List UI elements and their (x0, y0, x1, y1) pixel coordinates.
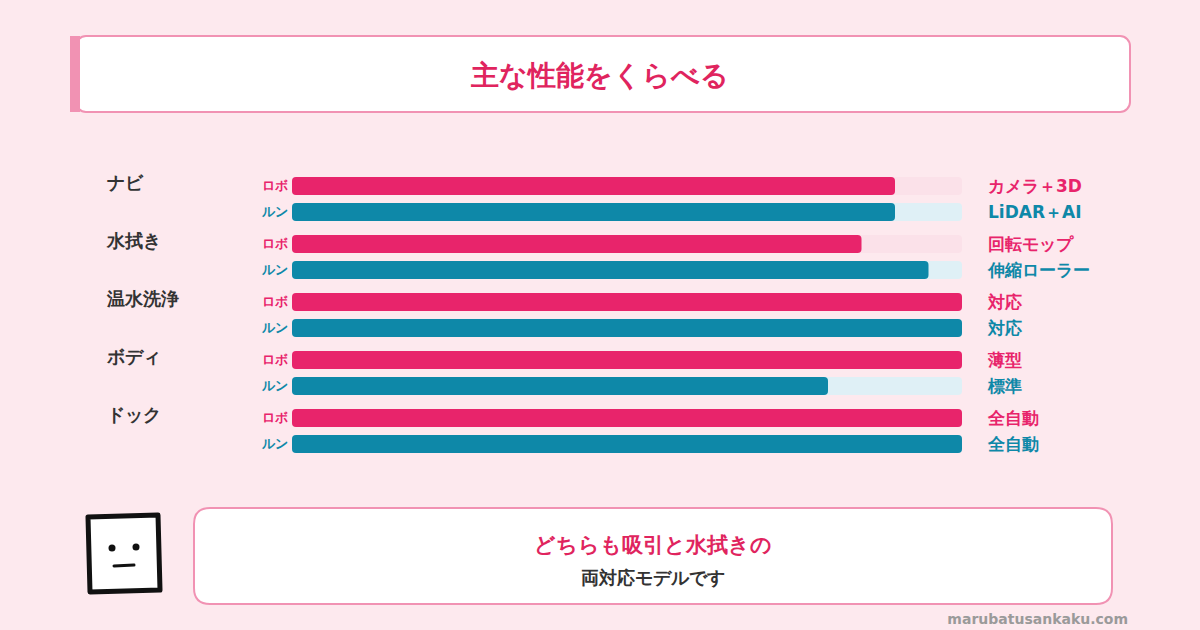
annotation: 対応 (987, 292, 1022, 312)
category-label: ドック (107, 404, 161, 425)
face-eye (133, 544, 140, 551)
category-label: 温水洗浄 (106, 288, 179, 309)
labels: ナビロボカメラ＋3DルンLiDAR＋AI水拭きロボ回転モップルン伸縮ローラー温水… (106, 172, 1090, 454)
series-label: ルン (261, 378, 288, 393)
face-eye (109, 545, 116, 552)
category-label: ナビ (107, 172, 144, 193)
bar (292, 293, 962, 311)
bar (292, 203, 895, 221)
series-label: ルン (261, 320, 288, 335)
track (292, 261, 962, 279)
title-box (76, 36, 1130, 112)
bar (292, 435, 962, 453)
face-mouth (114, 565, 134, 566)
track (292, 351, 962, 369)
annotation: 対応 (987, 318, 1022, 338)
annotation: 薄型 (987, 350, 1022, 370)
site: marubatusankaku.com (947, 611, 1128, 627)
bar (292, 377, 828, 395)
annotation: 標準 (987, 376, 1022, 396)
bar (292, 261, 929, 279)
track (292, 435, 962, 453)
callout-line: どちらも吸引と水拭きの (534, 533, 772, 557)
annotation: 伸縮ローラー (987, 260, 1090, 280)
series-label: ロボ (262, 178, 288, 193)
tracks (292, 177, 962, 453)
series-label: ロボ (262, 236, 288, 251)
track (292, 319, 962, 337)
series-label: ルン (261, 204, 288, 219)
bar (292, 319, 962, 337)
series-label: ルン (261, 262, 288, 277)
track (292, 203, 962, 221)
title-accent (70, 36, 80, 112)
series-label: ロボ (262, 352, 288, 367)
track (292, 409, 962, 427)
series-label: ロボ (262, 294, 288, 309)
annotation: LiDAR＋AI (988, 202, 1082, 222)
track (292, 377, 962, 395)
annotation: カメラ＋3D (988, 176, 1082, 196)
series-label: ロボ (262, 410, 288, 425)
annotation: 回転モップ (988, 234, 1074, 254)
face-outline (88, 515, 160, 592)
category-label: ボディ (106, 346, 161, 367)
bar (292, 409, 962, 427)
background (0, 0, 1200, 630)
track (292, 177, 962, 195)
track (292, 293, 962, 311)
title: 主な性能をくらべる (470, 59, 729, 92)
bar (292, 177, 895, 195)
face-icon (88, 515, 160, 592)
track (292, 235, 962, 253)
bars (292, 177, 962, 453)
annotation: 全自動 (987, 434, 1039, 454)
bar (292, 235, 862, 253)
callout-box (194, 508, 1112, 604)
chart: 主な性能をくらべるナビロボカメラ＋3DルンLiDAR＋AI水拭きロボ回転モップル… (0, 0, 1200, 630)
callout-line: 両対応モデルです (581, 567, 725, 588)
series-label: ルン (261, 436, 288, 451)
category-label: 水拭き (106, 230, 161, 251)
annotation: 全自動 (987, 408, 1039, 428)
bar (292, 351, 962, 369)
